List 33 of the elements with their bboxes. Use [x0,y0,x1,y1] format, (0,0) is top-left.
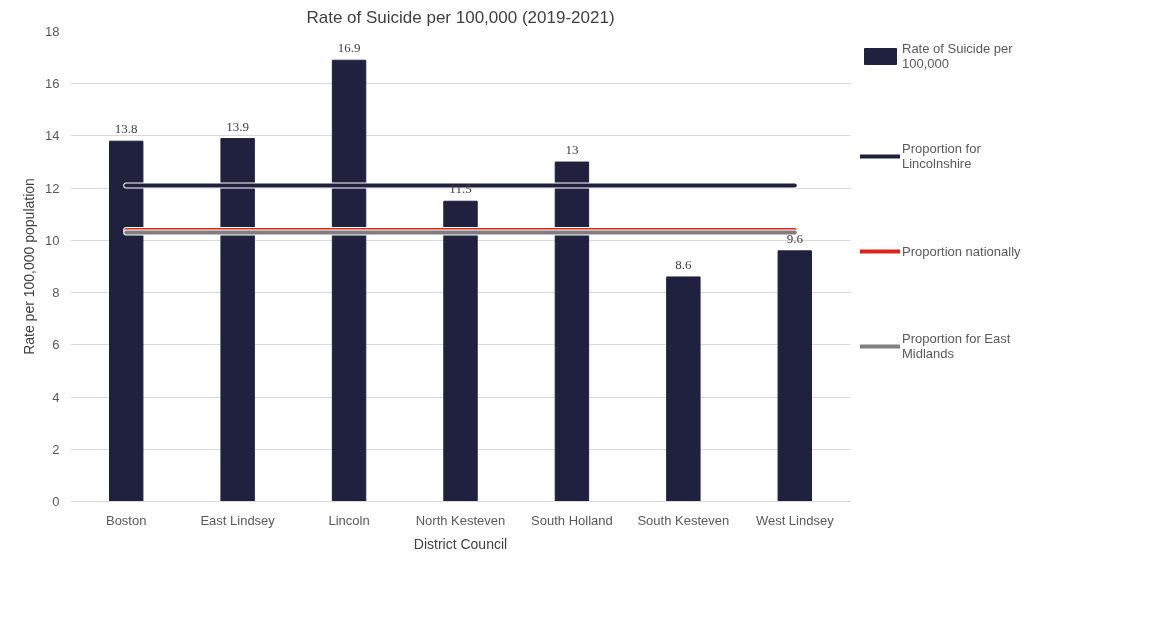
data-label: 9.6 [786,230,804,246]
data-label: 8.6 [675,256,692,272]
x-tick-label: Lincoln [328,512,370,528]
y-tick-label: 4 [52,389,60,405]
y-tick-label: 0 [52,494,60,509]
legend-label: Proportion for East Midlands [902,331,1011,361]
y-tick-label: 12 [45,180,60,196]
x-tick-label: South Holland [531,512,613,528]
data-label: 16.9 [337,40,361,56]
x-tick-label: Boston [105,512,147,528]
x-tick-label: East Lindsey [200,512,276,528]
legend-label: Rate of Suicide per 100,000 [902,41,1013,71]
data-label: 13.9 [226,118,250,134]
y-tick-label: 10 [45,232,60,248]
legend-label: Proportion nationally [902,243,1021,259]
data-label: 13 [565,142,579,158]
bar [666,276,701,502]
x-axis-title: District Council [413,535,508,552]
x-tick-label: West Lindsey [755,512,835,528]
x-tick-label: South Kesteven [637,512,730,528]
chart-title: Rate of Suicide per 100,000 (2019-2021) [306,7,615,27]
y-tick-label: 2 [52,441,60,457]
bar [443,200,478,502]
bar [777,250,812,502]
y-tick-label: 6 [52,337,60,353]
x-tick-label: North Kesteven [415,512,506,528]
y-tick-label: 14 [45,128,60,144]
y-tick-label: 18 [45,24,60,39]
legend-label: Proportion for Lincolnshire [902,141,981,171]
y-axis-title: Rate per 100,000 population [21,178,38,355]
y-tick-label: 8 [52,285,60,301]
data-label: 13.8 [114,121,138,137]
y-tick-label: 16 [45,76,60,92]
